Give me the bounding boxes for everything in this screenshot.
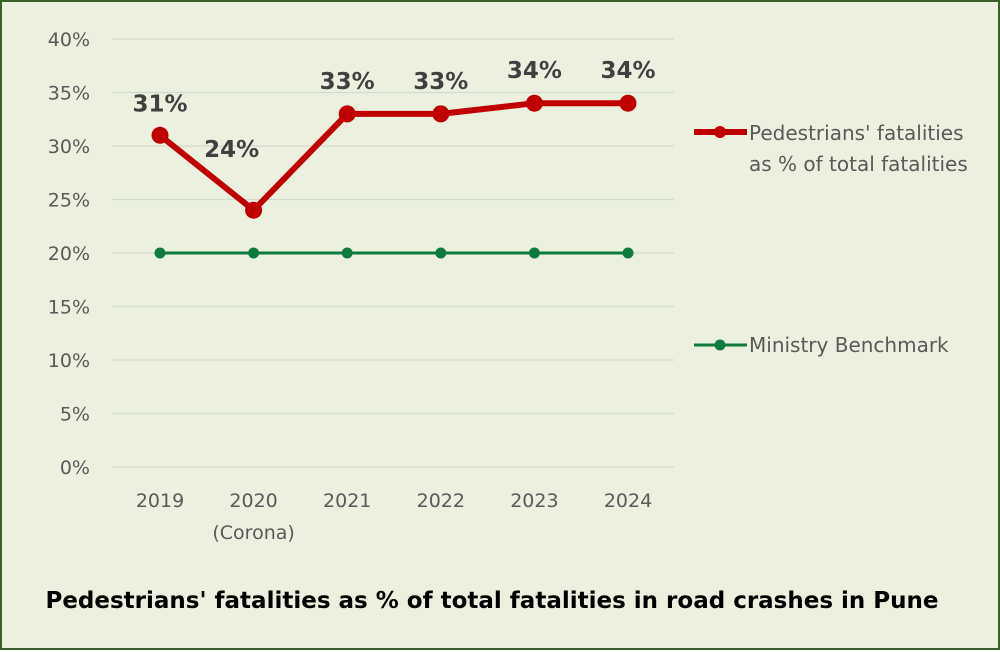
data-point-ministry-benchmark bbox=[341, 247, 353, 259]
y-tick-label: 30% bbox=[48, 136, 90, 158]
data-point-ministry-benchmark bbox=[435, 247, 447, 259]
data-point-pedestrian-fatalities bbox=[338, 105, 356, 123]
x-tick-label: 2020 bbox=[229, 490, 277, 512]
y-tick-label: 20% bbox=[48, 243, 90, 265]
y-tick-label: 35% bbox=[48, 83, 90, 105]
x-tick-label: 2022 bbox=[417, 490, 465, 512]
data-point-pedestrian-fatalities bbox=[525, 94, 543, 112]
legend-label-pedestrian-fatalities: Pedestrians' fatalities bbox=[749, 121, 964, 145]
y-tick-label: 15% bbox=[48, 297, 90, 319]
x-tick-label: 2021 bbox=[323, 490, 371, 512]
legend-label-pedestrian-fatalities: as % of total fatalities bbox=[749, 152, 968, 176]
y-tick-label: 0% bbox=[60, 457, 90, 479]
y-tick-label: 10% bbox=[48, 350, 90, 372]
data-point-ministry-benchmark bbox=[622, 247, 634, 259]
data-point-ministry-benchmark bbox=[154, 247, 166, 259]
x-tick-sublabel: (Corona) bbox=[212, 522, 294, 544]
chart-title: Pedestrians' fatalities as % of total fa… bbox=[45, 588, 938, 614]
legend-label-ministry-benchmark: Ministry Benchmark bbox=[749, 333, 949, 357]
data-label-pedestrian-fatalities: 34% bbox=[507, 58, 562, 84]
data-label-pedestrian-fatalities: 34% bbox=[600, 58, 655, 84]
legend-marker-pedestrian-fatalities bbox=[714, 126, 726, 138]
x-tick-label: 2019 bbox=[136, 490, 184, 512]
series-line-pedestrian-fatalities bbox=[158, 100, 628, 214]
data-point-pedestrian-fatalities bbox=[245, 201, 263, 219]
x-tick-label: 2023 bbox=[510, 490, 558, 512]
data-point-pedestrian-fatalities bbox=[432, 105, 450, 123]
x-tick-label: 2024 bbox=[604, 490, 652, 512]
data-point-pedestrian-fatalities bbox=[619, 94, 637, 112]
data-label-pedestrian-fatalities: 33% bbox=[413, 69, 468, 95]
data-label-pedestrian-fatalities: 33% bbox=[320, 69, 375, 95]
data-point-ministry-benchmark bbox=[528, 247, 540, 259]
y-tick-label: 5% bbox=[60, 404, 90, 426]
y-tick-label: 25% bbox=[48, 190, 90, 212]
data-point-pedestrian-fatalities bbox=[151, 126, 169, 144]
data-point-ministry-benchmark bbox=[248, 247, 260, 259]
data-label-pedestrian-fatalities: 31% bbox=[132, 91, 187, 117]
legend-marker-ministry-benchmark bbox=[714, 339, 726, 351]
data-label-pedestrian-fatalities: 24% bbox=[204, 137, 259, 163]
y-tick-label: 40% bbox=[48, 29, 90, 51]
